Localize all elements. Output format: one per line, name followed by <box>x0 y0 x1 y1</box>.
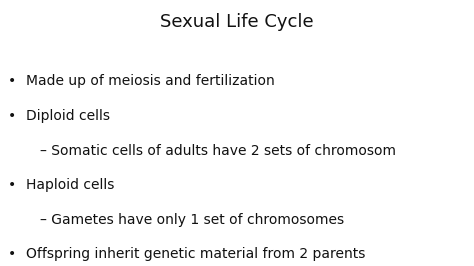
Text: •: • <box>8 74 16 89</box>
Text: •: • <box>8 178 16 192</box>
Text: Haploid cells: Haploid cells <box>26 178 114 192</box>
Text: – Gametes have only 1 set of chromosomes: – Gametes have only 1 set of chromosomes <box>40 213 345 227</box>
Text: Diploid cells: Diploid cells <box>26 109 110 123</box>
Text: •: • <box>8 109 16 123</box>
Text: – Somatic cells of adults have 2 sets of chromosom: – Somatic cells of adults have 2 sets of… <box>40 144 396 158</box>
Text: •: • <box>8 247 16 261</box>
Text: Made up of meiosis and fertilization: Made up of meiosis and fertilization <box>26 74 275 89</box>
Text: Offspring inherit genetic material from 2 parents: Offspring inherit genetic material from … <box>26 247 365 261</box>
Text: Sexual Life Cycle: Sexual Life Cycle <box>160 13 314 31</box>
